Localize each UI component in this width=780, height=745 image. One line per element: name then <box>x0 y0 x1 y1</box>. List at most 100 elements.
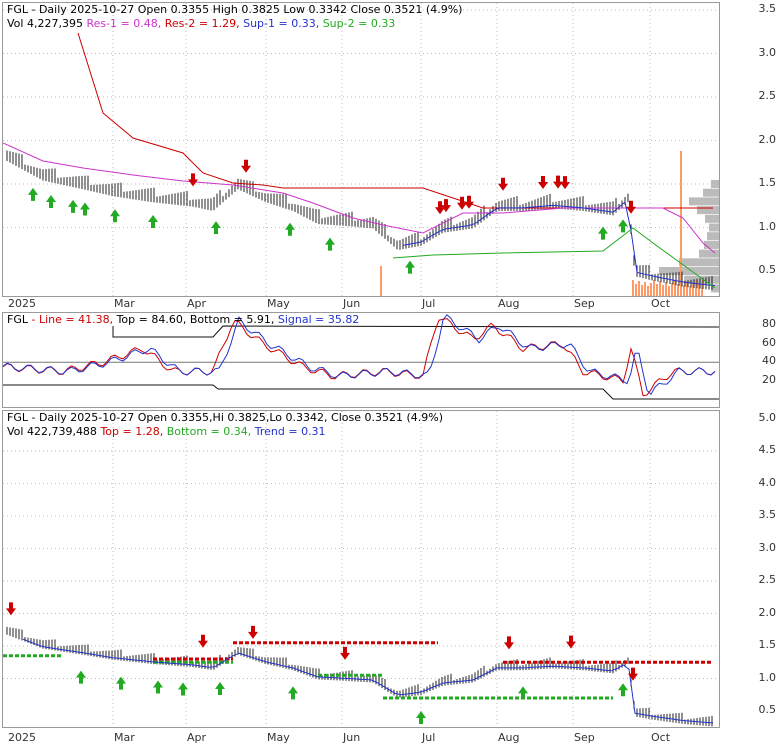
price-legend-line2: Vol 4,227,395 Res-1 = 0.48, Res-2 = 1.29… <box>7 17 395 31</box>
osc-y-tick: 80 <box>762 317 776 331</box>
volume-profile-bar <box>659 267 719 275</box>
buy-arrow-icon <box>618 683 628 697</box>
oscillator-legend: FGL - Line = 41.38, Top = 84.60, Bottom … <box>7 313 359 327</box>
osc-bottom-label: Bottom = 5.91, <box>189 313 275 326</box>
price-y-tick: 3.5 <box>758 2 777 15</box>
buy-arrow-icon <box>211 221 221 235</box>
x-tick-label: Mar <box>114 731 135 744</box>
x-tick-label: 2025 <box>8 731 36 744</box>
volume-profile-bar <box>699 249 719 258</box>
x-tick-label: Jun <box>343 731 361 744</box>
sell-arrow-icon <box>248 625 258 639</box>
ticker-label: FGL <box>7 3 28 16</box>
osc-signal-line <box>3 313 716 396</box>
buy-arrow-icon <box>46 195 56 209</box>
volume-bar <box>380 266 382 296</box>
price-y-tick: 2.5 <box>758 89 777 102</box>
res2-line <box>77 32 713 209</box>
price-y-tick: 3.0 <box>758 45 777 59</box>
ohlc-label: - Daily 2025-10-27 Open 0.3355 High 0.38… <box>31 3 463 16</box>
osc-ticker: FGL <box>7 313 28 326</box>
sup2-label: Sup-2 = 0.33 <box>322 17 396 30</box>
buy-arrow-icon <box>178 682 188 696</box>
res1-label: Res-1 = 0.48, <box>86 17 162 30</box>
sup1-line <box>402 201 716 286</box>
volume-bar <box>689 286 691 296</box>
x-tick-label: Jul <box>422 731 436 744</box>
trend-line <box>22 638 714 724</box>
x-tick-label: May <box>267 731 290 744</box>
trend-top-label: Top = 1.28, <box>100 425 164 438</box>
volume-bar <box>695 280 697 296</box>
volume-bar <box>680 151 682 296</box>
x-tick-label: Mar <box>114 297 135 310</box>
osc-top-label: Top = 84.60, <box>116 313 187 326</box>
trend-chart-svg <box>3 411 719 727</box>
volume-bar <box>662 285 664 296</box>
price-y-tick: 1.0 <box>758 219 777 233</box>
trend-y-tick: 3.0 <box>758 540 777 554</box>
volume-profile-bar <box>711 180 719 188</box>
trend-trend-label: Trend = 0.31 <box>254 425 326 438</box>
sell-arrow-icon <box>441 199 451 213</box>
sell-arrow-icon <box>553 175 563 189</box>
volume-profile-bar <box>707 232 719 241</box>
osc-signal-label: Signal = 35.82 <box>277 313 360 326</box>
sell-arrow-icon <box>628 667 638 681</box>
osc-y-tick: 20 <box>762 372 776 386</box>
buy-arrow-icon <box>416 711 426 725</box>
sell-arrow-icon <box>626 200 636 214</box>
buy-arrow-icon <box>68 199 78 213</box>
sell-arrow-icon <box>435 201 445 215</box>
x-tick-label: Oct <box>651 731 671 744</box>
volume-profile-bar <box>705 214 719 223</box>
sell-arrow-icon <box>457 196 467 210</box>
trend-y-tick: 4.0 <box>758 475 777 489</box>
volume-bar <box>650 283 652 296</box>
sell-arrow-icon <box>241 159 251 173</box>
x-tick-label: Apr <box>187 297 207 310</box>
volume-bar <box>698 284 700 296</box>
x-tick-label: May <box>267 297 290 310</box>
sell-arrow-icon <box>566 635 576 649</box>
price-y-tick: 2.0 <box>758 132 777 146</box>
price-chart-svg <box>3 3 719 296</box>
buy-arrow-icon <box>116 676 126 690</box>
volume-bar <box>671 283 673 296</box>
trend-y-tick: 3.5 <box>758 508 777 521</box>
buy-arrow-icon <box>405 260 415 274</box>
trend-y-tick: 2.0 <box>758 605 777 619</box>
volume-bar <box>665 282 667 296</box>
trend-legend-line2: Vol 422,739,488 Top = 1.28, Bottom = 0.3… <box>7 425 326 439</box>
trend-y-tick: 1.5 <box>758 638 777 651</box>
volume-bar <box>659 281 661 296</box>
x-tick-label: 2025 <box>8 297 36 310</box>
trend-legend-line1: FGL - Daily 2025-10-27 Open 0.3355,Hi 0.… <box>7 411 443 424</box>
volume-profile-bar <box>684 275 719 284</box>
volume-bar <box>641 285 643 296</box>
trend-bottom-label: Bottom = 0.34, <box>166 425 252 438</box>
x-tick-label: Aug <box>498 297 520 310</box>
price-y-tick: 1.5 <box>758 176 777 189</box>
price-legend-line1: FGL - Daily 2025-10-27 Open 0.3355 High … <box>7 3 462 17</box>
x-tick-label: Aug <box>498 731 520 744</box>
osc-line <box>3 318 716 397</box>
res1-line <box>3 142 716 254</box>
volume-bar <box>638 281 640 296</box>
x-tick-label: Sep <box>574 297 595 310</box>
volume-bar <box>647 286 649 296</box>
buy-arrow-icon <box>518 686 528 700</box>
volume-bar <box>677 284 679 296</box>
x-tick-label: Jun <box>343 297 361 310</box>
price-chart-panel: FGL - Daily 2025-10-27 Open 0.3355 High … <box>2 2 720 297</box>
oscillator-svg <box>3 313 719 400</box>
volume-bar <box>683 285 685 296</box>
sell-arrow-icon <box>464 195 474 209</box>
buy-arrow-icon <box>153 680 163 694</box>
volume-profile-bar <box>704 240 719 249</box>
buy-arrow-icon <box>288 686 298 700</box>
volume-bar <box>686 282 688 296</box>
x-tick-label: Oct <box>651 297 671 310</box>
sell-arrow-icon <box>198 634 208 648</box>
volume-profile-bar <box>689 197 719 206</box>
